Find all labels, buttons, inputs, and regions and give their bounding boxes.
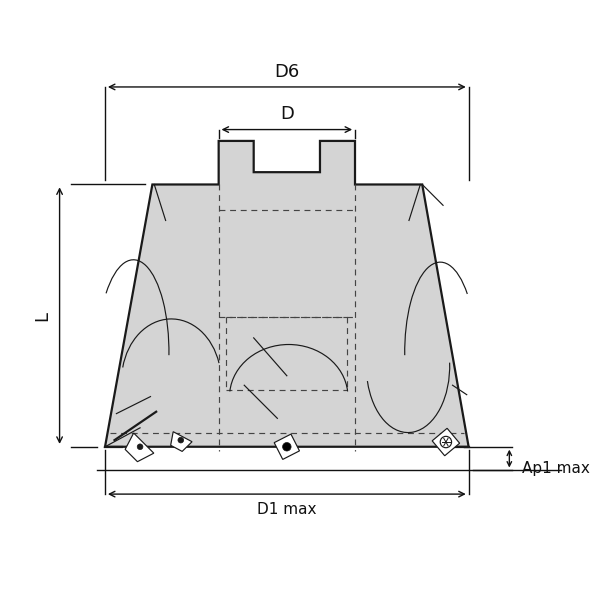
Text: L: L	[34, 311, 52, 320]
Circle shape	[178, 437, 184, 443]
Text: D: D	[280, 106, 294, 124]
Polygon shape	[105, 141, 469, 447]
Polygon shape	[170, 431, 192, 451]
Circle shape	[283, 443, 291, 451]
Circle shape	[137, 444, 143, 449]
Polygon shape	[274, 434, 299, 460]
Text: Ap1 max: Ap1 max	[521, 461, 590, 476]
Text: D1 max: D1 max	[257, 502, 317, 517]
Polygon shape	[432, 428, 460, 456]
Text: D6: D6	[274, 63, 299, 81]
Circle shape	[440, 436, 452, 448]
Polygon shape	[125, 433, 154, 461]
